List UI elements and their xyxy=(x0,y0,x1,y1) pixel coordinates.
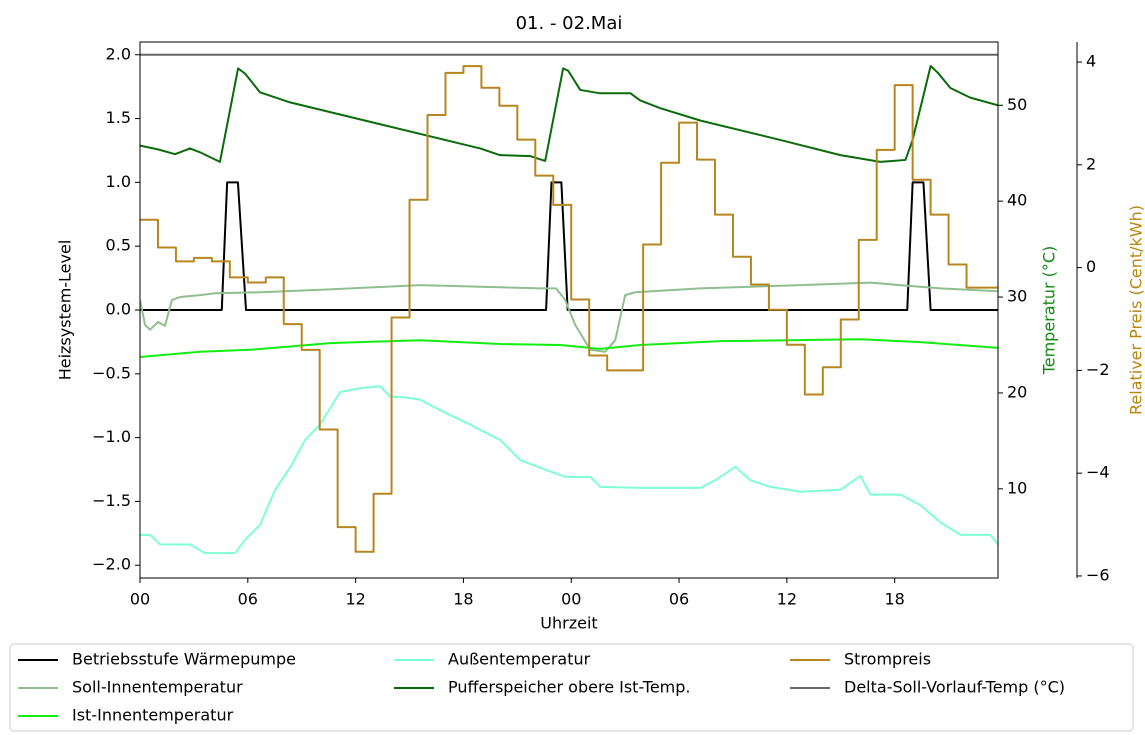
y3-tick-label: −4 xyxy=(1086,463,1110,482)
series-line xyxy=(140,338,998,358)
y3-tick-label: 2 xyxy=(1086,154,1096,173)
x-tick-label: 06 xyxy=(238,590,258,609)
y-tick-label: −1.5 xyxy=(92,491,131,510)
y3-tick-label: 4 xyxy=(1086,52,1096,71)
y-tick-label: 0.0 xyxy=(106,300,131,319)
y-tick-label: −2.0 xyxy=(92,555,131,574)
x-axis-label: Uhrzeit xyxy=(540,614,597,633)
legend-label: Betriebsstufe Wärmepumpe xyxy=(72,650,296,669)
legend-label: Ist-Innentemperatur xyxy=(72,706,234,725)
y2-tick-label: 50 xyxy=(1007,95,1027,114)
y2-tick-label: 20 xyxy=(1007,382,1027,401)
series-line xyxy=(140,181,998,311)
x-tick-label: 00 xyxy=(130,590,150,609)
y-tick-label: 2.0 xyxy=(106,44,131,63)
x-tick-label: 18 xyxy=(885,590,905,609)
legend-label: Strompreis xyxy=(844,650,931,669)
y-tick-label: 0.5 xyxy=(106,236,131,255)
y-tick-label: 1.0 xyxy=(106,172,131,191)
x-tick-label: 12 xyxy=(345,590,365,609)
y2-tick-label: 40 xyxy=(1007,191,1027,210)
x-tick-label: 00 xyxy=(561,590,581,609)
plot-frame xyxy=(139,41,999,579)
y3-axis-label: Relativer Preis (Cent/kWh) xyxy=(1127,205,1145,415)
series-line xyxy=(140,65,998,553)
legend-label: Pufferspeicher obere Ist-Temp. xyxy=(448,678,690,697)
y3-tick-label: −2 xyxy=(1086,360,1110,379)
series-line xyxy=(140,281,998,353)
x-tick-label: 18 xyxy=(453,590,473,609)
y-tick-label: 1.5 xyxy=(106,108,131,127)
series-line xyxy=(140,64,998,163)
y-tick-label: −0.5 xyxy=(92,363,131,382)
x-tick-label: 12 xyxy=(777,590,797,609)
legend-label: Außentemperatur xyxy=(448,650,591,669)
y-tick-label: −1.0 xyxy=(92,427,131,446)
legend-box xyxy=(9,643,1134,732)
chart-title: 01. - 02.Mai xyxy=(516,13,623,34)
y-axis-label: Heizsystem-Level xyxy=(56,240,75,381)
legend-label: Soll-Innentemperatur xyxy=(72,678,243,697)
y2-tick-label: 10 xyxy=(1007,478,1027,497)
legend-label: Delta-Soll-Vorlauf-Temp (°C) xyxy=(844,678,1065,697)
y2-tick-label: 30 xyxy=(1007,287,1027,306)
y3-tick-label: −6 xyxy=(1086,565,1110,584)
y3-tick-label: 0 xyxy=(1086,257,1096,276)
series-line xyxy=(140,385,998,555)
y2-axis-label: Temperatur (°C) xyxy=(1040,246,1059,376)
x-tick-label: 06 xyxy=(669,590,689,609)
